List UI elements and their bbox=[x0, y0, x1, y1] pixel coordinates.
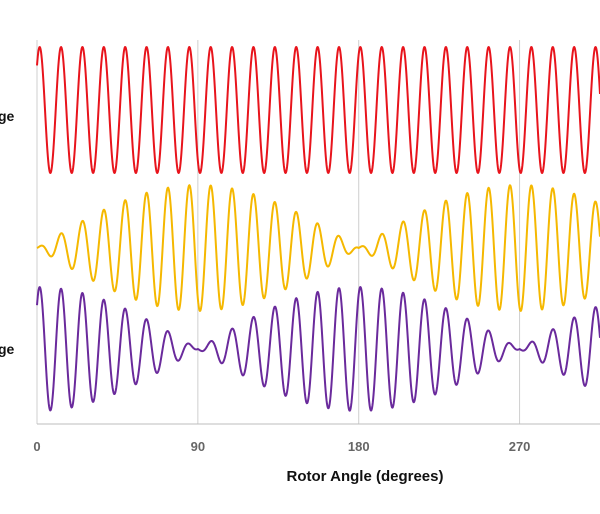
x-tick-label-90: 90 bbox=[191, 439, 205, 454]
series-line-3 bbox=[36, 286, 600, 412]
x-axis-title: Rotor Angle (degrees) bbox=[287, 468, 444, 485]
x-tick-labels: 0 90 180 270 bbox=[33, 439, 530, 454]
x-tick-label-180: 180 bbox=[348, 439, 370, 454]
x-tick-label-270: 270 bbox=[509, 439, 531, 454]
series-group bbox=[36, 46, 600, 412]
vertical-gridlines bbox=[36, 40, 521, 424]
series-line-1 bbox=[36, 46, 600, 174]
x-tick-label-0: 0 bbox=[33, 439, 40, 454]
series-line-2 bbox=[36, 184, 600, 312]
side-label-bottom: ge bbox=[0, 341, 15, 357]
side-label-top: ge bbox=[0, 108, 15, 124]
